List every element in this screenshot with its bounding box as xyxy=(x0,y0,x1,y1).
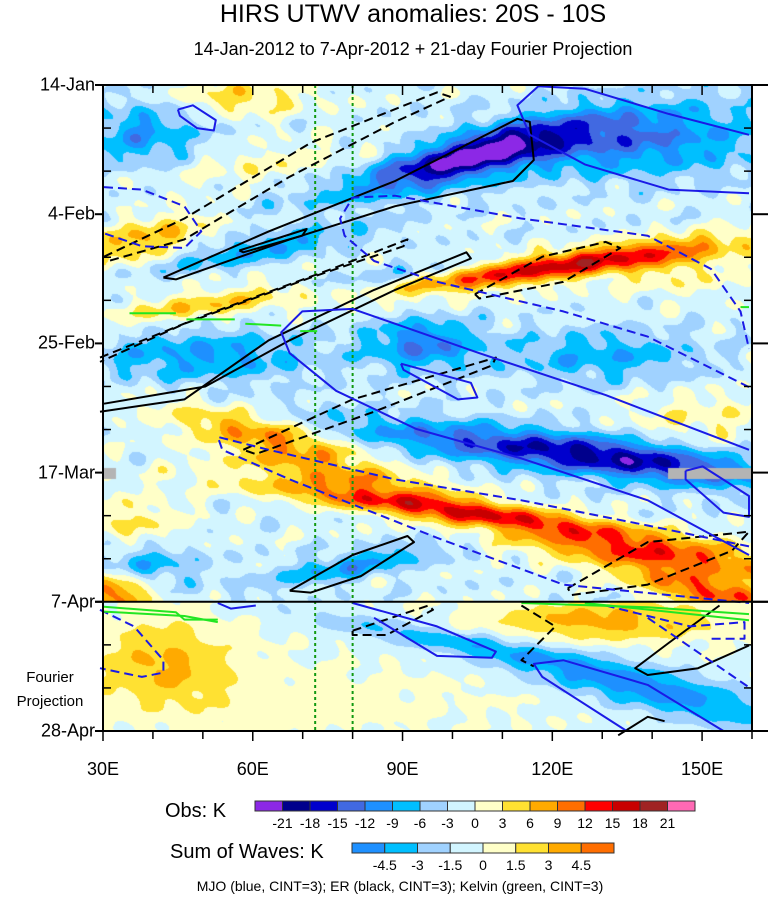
kelvin-contour-positive xyxy=(103,605,218,621)
waves-colorbar-swatch xyxy=(449,842,484,854)
obs-colorbar-swatch xyxy=(282,800,311,812)
obs-colorbar-swatch xyxy=(419,800,448,812)
obs-colorbar-label: -18 xyxy=(299,815,321,831)
mjo-contour-positive xyxy=(684,465,750,518)
waves-colorbar-swatch xyxy=(417,842,451,854)
waves-colorbar-swatch xyxy=(580,842,615,854)
obs-colorbar-swatch xyxy=(254,800,283,812)
y-tick-label: 7-Apr xyxy=(50,591,95,612)
wave-legend-footer: MJO (blue, CINT=3); ER (black, CINT=3); … xyxy=(196,878,604,894)
waves-colorbar-label: -1.5 xyxy=(438,857,463,873)
obs-colorbar-swatch xyxy=(639,800,668,812)
obs-colorbar-swatch xyxy=(529,800,558,812)
er-contour-positive xyxy=(634,604,750,676)
er-contour-negative xyxy=(474,240,622,300)
kelvin-contour-positive xyxy=(584,602,750,622)
obs-colorbar-label: -21 xyxy=(272,815,293,831)
mjo-contour-positive xyxy=(516,85,750,195)
x-tick-label: 60E xyxy=(236,759,269,779)
mjo-contour-positive xyxy=(280,307,750,556)
waves-colorbar-swatch xyxy=(351,842,386,854)
obs-colorbar-label: 15 xyxy=(604,815,621,831)
obs-colorbar-swatch xyxy=(392,800,421,812)
waves-colorbar-swatch xyxy=(548,842,582,854)
obs-colorbar-label: 3 xyxy=(498,815,507,831)
mjo-contour-negative xyxy=(339,194,750,388)
er-contour-positive xyxy=(617,715,665,737)
obs-colorbar-label: -3 xyxy=(441,815,454,831)
er-contour-negative xyxy=(566,530,750,596)
mjo-contour-negative xyxy=(99,608,165,678)
kelvin-contour-positive xyxy=(245,322,282,327)
waves-colorbar-swatch xyxy=(515,842,549,854)
y-tick-label: 17-Mar xyxy=(37,462,95,483)
waves-colorbar-label: 1.5 xyxy=(506,857,526,873)
mjo-contour-negative xyxy=(216,435,750,604)
obs-colorbar-swatch xyxy=(474,800,503,812)
projection-label-line1: Fourier xyxy=(26,669,74,686)
y-tick-label: 25-Feb xyxy=(37,332,95,353)
obs-colorbar-swatch xyxy=(364,800,393,812)
obs-colorbar-swatch xyxy=(612,800,641,812)
x-tick-label: 90E xyxy=(386,759,419,779)
projection-label-line2: Projection xyxy=(16,693,84,710)
mjo-contour-negative xyxy=(647,616,750,689)
er-contour-negative xyxy=(520,604,557,668)
obs-colorbar-swatch xyxy=(584,800,613,812)
er-contour-negative xyxy=(351,604,434,636)
waves-colorbar-label: 0 xyxy=(479,857,487,873)
obs-colorbar-label: 9 xyxy=(553,815,562,831)
y-tick-label: 14-Jan xyxy=(39,74,95,95)
obs-colorbar-swatch xyxy=(667,800,696,812)
x-tick-label: 120E xyxy=(531,759,574,779)
obs-colorbar-swatch xyxy=(337,800,366,812)
waves-colorbar-swatch xyxy=(482,842,517,854)
obs-colorbar-swatch xyxy=(557,800,586,812)
obs-colorbar-label: -15 xyxy=(327,815,348,831)
waves-colorbar-label: 4.5 xyxy=(571,857,591,873)
obs-colorbar-label: 12 xyxy=(577,815,593,831)
mjo-contour-positive xyxy=(176,104,217,132)
x-tick-label: 150E xyxy=(681,759,724,779)
obs-colorbar-label: 6 xyxy=(526,815,534,831)
x-tick-label: 30E xyxy=(86,759,120,779)
obs-colorbar-label: 18 xyxy=(632,815,648,831)
waves-colorbar-label: 3 xyxy=(544,857,553,873)
obs-colorbar-swatch xyxy=(447,800,476,812)
er-contour-positive xyxy=(289,535,415,594)
er-contour-negative xyxy=(99,238,409,363)
obs-colorbar-label: 21 xyxy=(659,815,676,831)
mjo-contour-negative xyxy=(605,604,746,640)
chart-subtitle: 14-Jan-2012 to 7-Apr-2012 + 21-day Fouri… xyxy=(193,39,633,59)
mjo-contour-negative xyxy=(103,186,203,249)
mjo-contour-positive xyxy=(532,659,725,732)
waves-colorbar-label: -3 xyxy=(411,857,424,873)
plot-frame xyxy=(102,84,753,732)
y-tick-label: 28-Apr xyxy=(40,720,95,741)
obs-colorbar-label: -12 xyxy=(354,815,376,831)
kelvin-contour-positive xyxy=(521,602,750,616)
obs-colorbar-label: -9 xyxy=(386,815,399,831)
waves-colorbar-label: -4.5 xyxy=(372,857,397,873)
chart-title: HIRS UTWV anomalies: 20S - 10S xyxy=(219,0,607,28)
obs-colorbar-title: Obs: K xyxy=(165,800,227,822)
obs-colorbar-swatch xyxy=(309,800,338,812)
er-contour-negative xyxy=(103,91,451,262)
obs-colorbar-label: -6 xyxy=(413,815,427,831)
y-tick-label: 4-Feb xyxy=(47,203,95,224)
waves-colorbar-title: Sum of Waves: K xyxy=(170,841,324,863)
er-contour-positive xyxy=(162,117,535,281)
mjo-contour-positive xyxy=(352,602,497,659)
mjo-contour-positive xyxy=(217,602,256,610)
obs-colorbar-swatch xyxy=(502,800,531,812)
er-contour-positive xyxy=(238,228,308,254)
mjo-contour-positive xyxy=(400,362,479,401)
obs-colorbar-label: 0 xyxy=(471,815,479,831)
waves-colorbar-swatch xyxy=(384,842,418,854)
er-contour-positive xyxy=(99,251,472,413)
